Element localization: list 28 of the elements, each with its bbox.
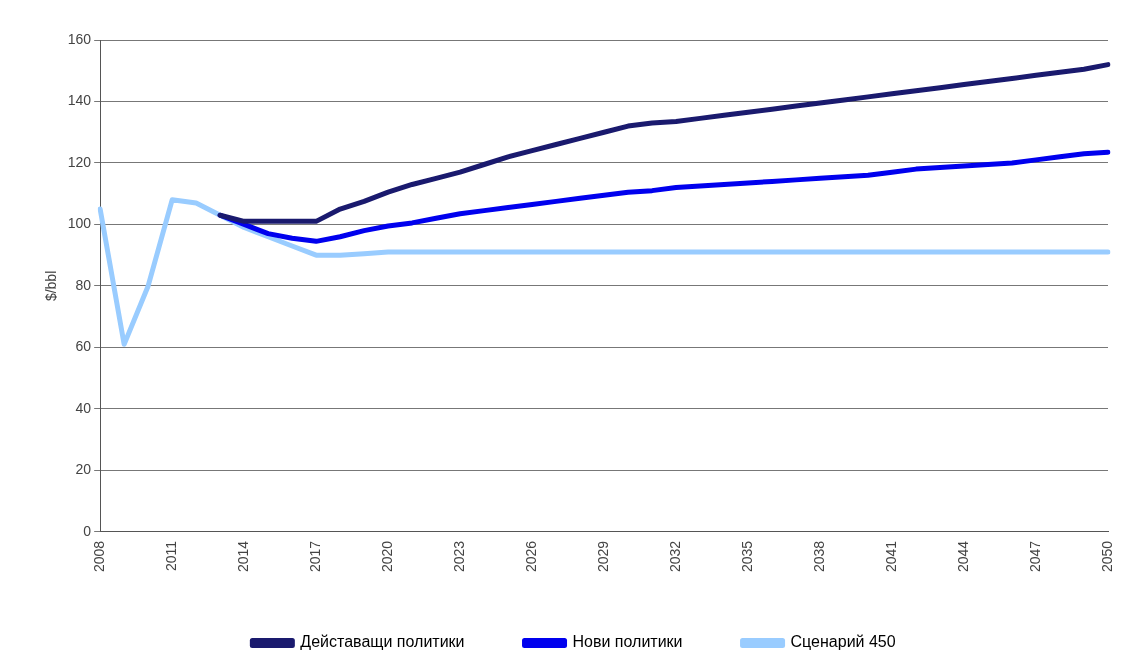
y-axis-title: $/bbl	[43, 270, 60, 302]
y-tick-label: 120	[67, 153, 92, 170]
x-tick-label: 2017	[306, 540, 323, 573]
y-tick-label: 20	[75, 461, 92, 478]
x-tick-label: 2026	[522, 540, 539, 573]
x-tick-label: 2038	[810, 540, 827, 573]
y-tick-label: 140	[67, 92, 92, 109]
x-tick-label: 2032	[666, 540, 683, 573]
x-tick-label: 2041	[882, 540, 899, 573]
x-tick-label: 2023	[450, 540, 467, 573]
legend-label: Нови политики	[572, 633, 683, 651]
y-tick-label: 0	[83, 522, 92, 539]
y-tick-label: 60	[75, 338, 92, 355]
x-tick-label: 2050	[1098, 540, 1115, 573]
x-tick-label: 2008	[91, 540, 108, 573]
y-tick-label: 40	[75, 399, 92, 416]
legend-label: Дейставащи политики	[300, 633, 465, 651]
x-tick-label: 2011	[163, 540, 180, 571]
x-tick-label: 2020	[378, 540, 395, 573]
x-tick-label: 2014	[235, 540, 251, 573]
x-tick-label: 2035	[738, 540, 755, 573]
y-tick-label: 160	[67, 30, 92, 47]
y-tick-label: 100	[67, 215, 92, 232]
legend-label: Сценарий 450	[790, 633, 896, 651]
x-tick-label: 2029	[594, 540, 611, 573]
x-tick-label: 2047	[1026, 540, 1043, 573]
y-tick-label: 80	[75, 276, 92, 293]
x-tick-label: 2044	[954, 540, 971, 573]
